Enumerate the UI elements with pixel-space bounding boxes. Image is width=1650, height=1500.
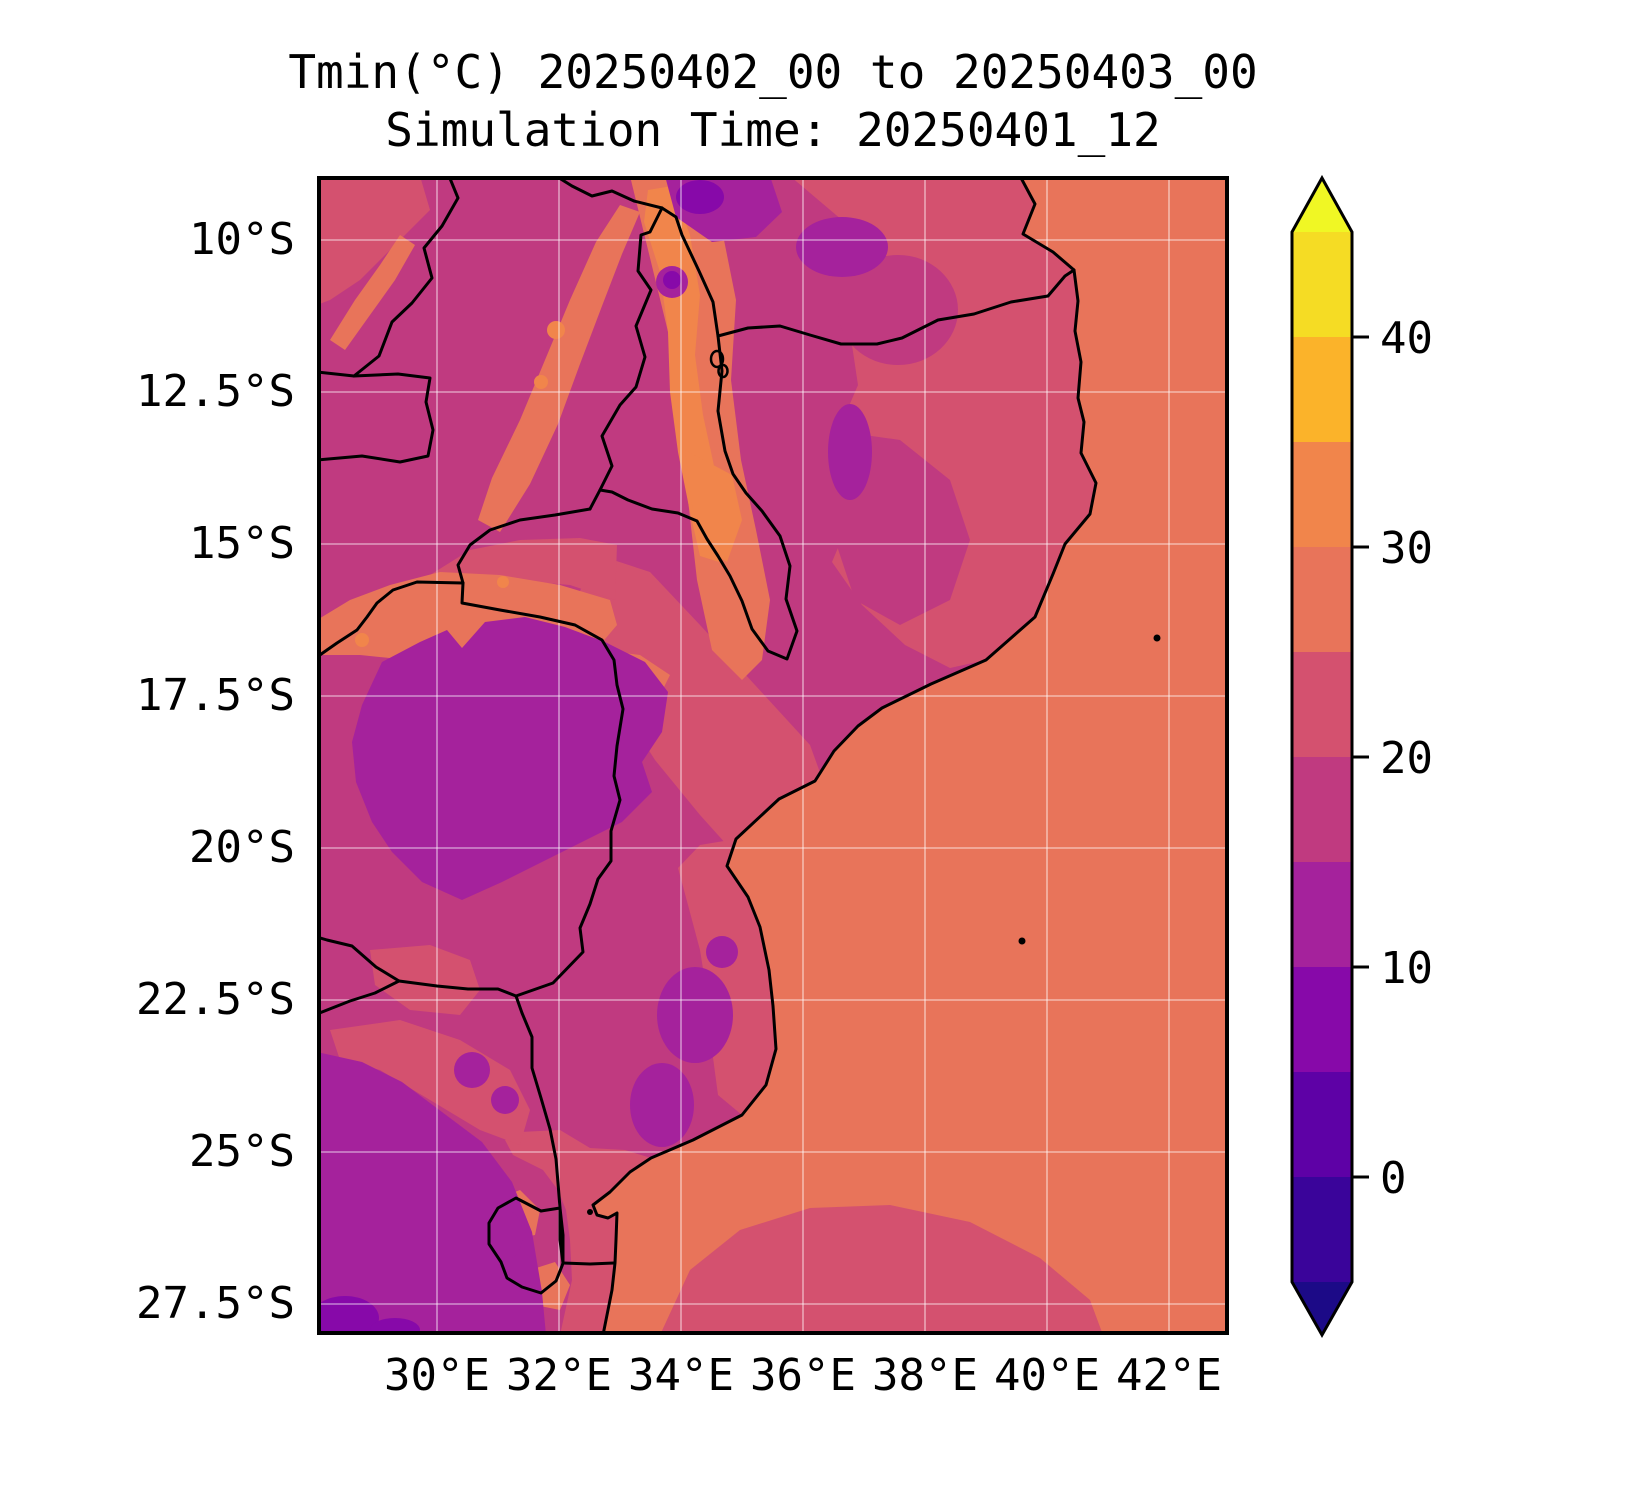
- border-zambia-malawi: [588, 206, 664, 511]
- band-10-15-part: [491, 1086, 519, 1114]
- band-10-15-part: [487, 1210, 523, 1260]
- ocean-islet-dot: [1018, 937, 1026, 945]
- plot-title: Tmin(°C) 20250402_00 to 20250403_00: [288, 45, 1258, 99]
- y-tick-label: 12.5°S: [136, 366, 295, 417]
- border-congo-pedicle: [317, 370, 435, 464]
- border-drc-zambia: [352, 176, 460, 378]
- colorbar-segment: [1292, 442, 1352, 547]
- colorbar-segment: [1292, 652, 1352, 757]
- colorbar-segment: [1292, 232, 1352, 337]
- colorbar-outline: [1290, 174, 1354, 1339]
- band-30-35-part: [355, 633, 369, 647]
- ocean-cool-patch: [660, 1205, 1103, 1335]
- x-tick-label: 38°E: [872, 1350, 978, 1401]
- bay-islet-dot: [587, 1209, 593, 1215]
- y-tick-label: 17.5°S: [136, 670, 295, 721]
- colorbar-tick-label: 40: [1380, 313, 1433, 364]
- colorbar-segment: [1292, 862, 1352, 967]
- ocean-region: [593, 176, 1229, 1335]
- islands: [587, 349, 1161, 1215]
- x-tick-label: 34°E: [628, 1350, 734, 1401]
- colorbar-segment: [1292, 1177, 1352, 1282]
- band-10-15-part: [454, 1052, 490, 1088]
- band-5-10-part: [317, 1296, 379, 1335]
- border-tanzania-zambia: [554, 176, 664, 210]
- band-10-15-part: [317, 1052, 546, 1335]
- border-tanzania-mozambique: [716, 268, 1076, 346]
- band-5-10-part: [663, 271, 681, 289]
- border-tanzania-malawi: [660, 206, 720, 338]
- band-20-25-part: [430, 538, 617, 600]
- band-10-15: [317, 176, 888, 1335]
- border-zambia-mozambique: [456, 507, 592, 585]
- band-10-15-part: [657, 967, 733, 1063]
- y-tick-label: 25°S: [189, 1126, 295, 1177]
- ocean-islet-dot: [1153, 634, 1161, 642]
- y-tick-label: 22.5°S: [136, 974, 295, 1025]
- border-zambia-zimbabwe: [317, 580, 465, 659]
- colorbar-over-arrow: [1292, 178, 1352, 232]
- colorbar-segment: [1292, 1072, 1352, 1177]
- band-5-10: [317, 180, 724, 1335]
- x-tick-label: 30°E: [384, 1350, 490, 1401]
- border-zimbabwe-mozambique: [460, 581, 625, 998]
- ocean-region-part: [593, 176, 1229, 1335]
- plot-subtitle: Simulation Time: 20250401_12: [385, 103, 1161, 157]
- y-tick-label: 15°S: [189, 518, 295, 569]
- colorbar-tick-label: 10: [1380, 943, 1433, 994]
- colorbar-segment: [1292, 757, 1352, 862]
- colorbar-under-arrow: [1292, 1282, 1352, 1335]
- band-30-35-part: [685, 450, 742, 562]
- plot-frame-part: [317, 176, 1229, 1335]
- border-eswatini: [487, 1196, 565, 1295]
- border-malawi-mozambique: [598, 334, 799, 661]
- band-10-15-part: [796, 217, 888, 277]
- colorbar-tick-label: 0: [1380, 1153, 1407, 1204]
- chizumulu-island-outline: [717, 363, 729, 379]
- band-20-25-part: [330, 1020, 530, 1145]
- y-tick-label: 27.5°S: [136, 1278, 295, 1329]
- likoma-island-outline: [709, 349, 725, 369]
- coastline: [591, 176, 1098, 1335]
- border-southafrica-botswana: [317, 979, 401, 1016]
- band-5-10-part: [676, 180, 724, 214]
- y-tick-label: 20°S: [189, 822, 295, 873]
- band-20-25-part: [505, 1130, 651, 1335]
- band-30-35-part: [534, 375, 548, 389]
- colorbar-tick-label: 30: [1380, 523, 1433, 574]
- colorbar-tick-label: 20: [1380, 733, 1433, 784]
- band-20-25-part: [370, 945, 480, 1015]
- x-tick-label: 40°E: [994, 1350, 1100, 1401]
- colorbar: 40 30 20 10 0: [1290, 174, 1433, 1339]
- band-5-10-part: [370, 1318, 420, 1335]
- band-20-25-part: [578, 555, 830, 880]
- plot-frame: [317, 176, 1229, 1335]
- y-tick-label: 10°S: [189, 214, 295, 265]
- map-plot: [317, 176, 1229, 1335]
- x-tick-label: 32°E: [506, 1350, 612, 1401]
- band-10-15-part: [630, 1063, 694, 1147]
- x-tick-label: 42°E: [1116, 1350, 1222, 1401]
- country-borders: [317, 176, 1098, 1335]
- colorbar-segment: [1292, 967, 1352, 1072]
- band-10-15-part: [706, 936, 738, 968]
- band-30-35-part: [547, 321, 565, 339]
- band-25-30-part: [330, 235, 415, 350]
- band-15-20-overlays-part: [838, 255, 958, 365]
- band-10-15-part: [828, 404, 872, 500]
- colorbar-segment: [1292, 337, 1352, 442]
- x-tick-label: 36°E: [750, 1350, 856, 1401]
- border-southafrica-mozambique-south: [561, 1261, 616, 1266]
- band-10-15-part: [352, 617, 668, 900]
- band-30-35-part: [497, 576, 509, 588]
- colorbar-segment: [1292, 547, 1352, 652]
